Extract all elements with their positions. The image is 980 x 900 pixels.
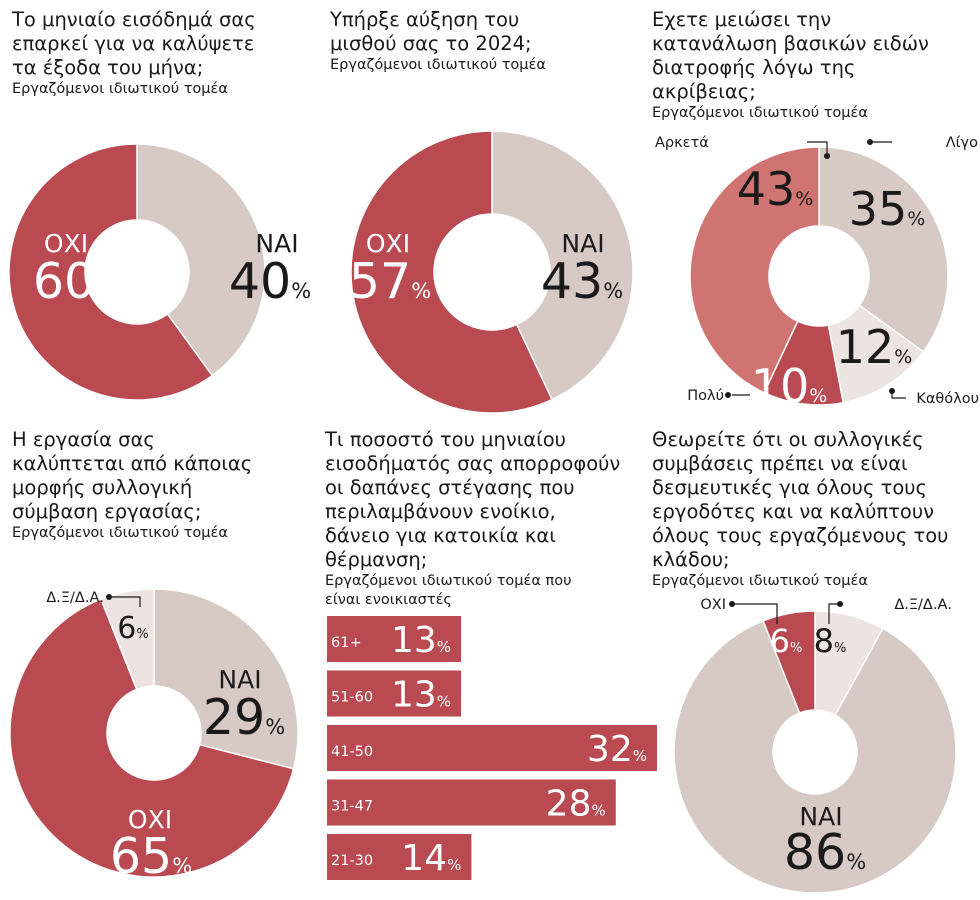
slice-label: Αρκετά <box>655 135 709 151</box>
data-label: 43% <box>541 253 623 310</box>
bar <box>327 725 657 771</box>
chart-subtitle: Εργαζόμενοι ιδιωτικού τομέα <box>652 573 868 589</box>
leader-dot <box>729 601 735 607</box>
leader-line <box>807 141 828 156</box>
chart-title: Τι ποσοστό του μηνιαίου εισοδήματός σας … <box>325 428 621 571</box>
slice-label: ΝΑΙ <box>799 802 842 831</box>
slice-label: ΟΧΙ <box>44 229 88 258</box>
data-label: 65% <box>110 828 192 885</box>
bar <box>327 616 462 662</box>
category-label: 21-30 <box>331 853 373 869</box>
pie-slice <box>9 598 295 878</box>
slice-label: Καθόλου <box>916 391 979 407</box>
data-label: 40% <box>229 253 311 310</box>
chart-title: Η εργασία σας καλύπτεται από κάποιας μορ… <box>12 428 253 523</box>
slice-label: ΝΑΙ <box>255 229 298 258</box>
bar <box>327 834 472 880</box>
chart-housing-costs: Τι ποσοστό του μηνιαίου εισοδήματός σας … <box>325 428 660 898</box>
slice-label: ΝΑΙ <box>561 229 604 258</box>
bar <box>327 779 616 826</box>
pie-slice <box>491 130 634 401</box>
slice-label: Λίγο <box>946 135 978 151</box>
chart-binding-agreements: Θεωρείτε ότι οι συλλογικές συμβάσεις πρέ… <box>652 428 980 898</box>
pie-slice <box>350 130 554 414</box>
data-label: 32% <box>587 729 647 770</box>
leader-dot <box>725 392 731 398</box>
chart-title: Το μηνιαίο εισόδημά σας επαρκεί για να κ… <box>12 8 256 79</box>
leader-dot <box>837 601 843 607</box>
chart-subtitle: Εργαζόμενοι ιδιωτικού τομέα <box>652 105 868 121</box>
leader-line <box>732 603 778 624</box>
slice-label: ΟΧΙ <box>366 229 410 258</box>
chart-food-consumption: Εχετε μειώσει την κατανάλωση βασικών ειδ… <box>652 8 980 413</box>
bar <box>327 670 462 717</box>
pie-slice <box>673 619 957 894</box>
pie-slice <box>8 143 214 401</box>
chart-income-sufficiency: Το μηνιαίο εισόδημά σας επαρκεί για να κ… <box>8 8 312 408</box>
data-label: 60% <box>33 253 115 310</box>
chart-subtitle: Εργαζόμενοι ιδιωτικού τομέα <box>12 525 228 541</box>
pie-slice <box>136 143 266 377</box>
leader-line <box>109 596 141 607</box>
pie-slice <box>818 146 949 353</box>
chart-subtitle: Εργαζόμενοι ιδιωτικού τομέα <box>330 57 546 73</box>
leader-dot <box>867 139 873 145</box>
chart-salary-increase: Υπήρξε αύξηση του μισθού σας το 2024; Ερ… <box>330 8 640 414</box>
slice-label: Δ.Ξ/Δ.Α. <box>894 597 952 613</box>
category-label: 51-60 <box>331 690 373 706</box>
leader-dot <box>106 594 112 600</box>
chart-subtitle: Εργαζόμενοι ιδιωτικού τομέα <box>12 81 228 97</box>
leader-dot <box>824 153 830 159</box>
chart-title: Θεωρείτε ότι οι συλλογικές συμβάσεις πρέ… <box>652 428 949 571</box>
slice-label: ΟΧΙ <box>700 597 726 613</box>
chart-title: Εχετε μειώσει την κατανάλωση βασικών ειδ… <box>652 8 929 103</box>
data-label: 6% <box>770 622 803 660</box>
pie-slice <box>153 588 299 770</box>
category-label: 61+ <box>331 635 362 651</box>
slice-label: ΟΧΙ <box>128 805 172 834</box>
pie-slice <box>100 588 155 691</box>
pie-slice <box>689 146 820 394</box>
slice-label: Δ.Ξ/Δ.Α. <box>46 590 104 606</box>
chart-collective-agreement-coverage: Η εργασία σας καλύπτεται από κάποιας μορ… <box>9 428 312 898</box>
category-label: 31-47 <box>331 799 373 815</box>
leader-dot <box>889 388 895 394</box>
slice-label: Πολύ <box>687 388 724 404</box>
bar-chart: 61+ 13%51-60 13%41-50 32%31-47 28%21-30 14% <box>327 616 657 880</box>
data-label: 43% <box>737 162 814 216</box>
chart-title: Υπήρξε αύξηση του μισθού σας το 2024; <box>330 8 532 55</box>
category-label: 41-50 <box>331 744 373 760</box>
slice-label: ΝΑΙ <box>218 665 261 694</box>
chart-subtitle: Εργαζόμενοι ιδιωτικού τομέα που είναι εν… <box>325 573 572 608</box>
leader-line <box>828 603 840 624</box>
